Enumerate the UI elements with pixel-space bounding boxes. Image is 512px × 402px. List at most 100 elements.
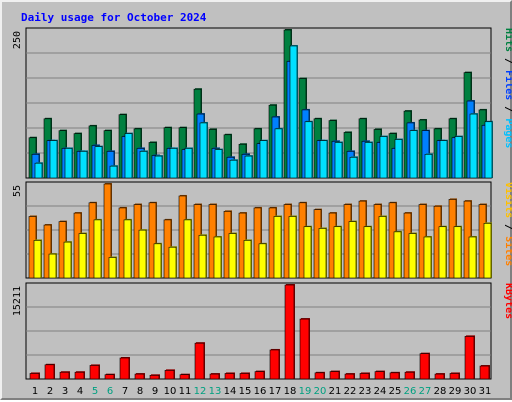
x-tick-label: 26 bbox=[404, 386, 417, 397]
bar-pages-14 bbox=[229, 159, 238, 179]
chart-title: Daily usage for October 2024 bbox=[21, 11, 207, 24]
bar-pages-11 bbox=[184, 147, 193, 179]
x-tick-label: 30 bbox=[464, 386, 477, 397]
x-tick-label: 12 bbox=[194, 386, 207, 397]
bar-sites-29-face bbox=[453, 226, 462, 279]
bar-sites-9 bbox=[153, 242, 162, 279]
bar-kbytes-30 bbox=[464, 335, 475, 380]
bar-pages-15-face bbox=[244, 155, 253, 179]
bar-kbytes-21 bbox=[329, 370, 340, 380]
bar-pages-28-face bbox=[439, 140, 448, 179]
x-axis-labels: 1 2 3 4 5 6 7 8 9 10 11 12 13 14 15 16 17 18 19 20 21 22 23 24 2… bbox=[32, 386, 492, 397]
bar-sites-14-face bbox=[228, 233, 237, 279]
bar-sites-20 bbox=[318, 227, 327, 279]
bar-sites-30-face bbox=[468, 236, 477, 279]
bar-sites-22-face bbox=[348, 221, 357, 279]
bar-sites-23 bbox=[363, 225, 372, 279]
x-tick-label: 4 bbox=[77, 386, 83, 397]
bar-kbytes-10-face bbox=[164, 370, 175, 380]
bar-kbytes-20 bbox=[314, 371, 325, 380]
x-tick-label: 23 bbox=[359, 386, 372, 397]
bar-sites-30 bbox=[468, 235, 477, 279]
bar-sites-8-face bbox=[138, 229, 147, 279]
bar-kbytes-19-face bbox=[299, 318, 310, 380]
bar-kbytes-24-face bbox=[374, 371, 385, 380]
bar-kbytes-26-face bbox=[404, 371, 415, 380]
panel-kbytes: 15211 KBytes bbox=[12, 282, 512, 380]
bar-kbytes-26 bbox=[404, 371, 415, 380]
bar-sites-21 bbox=[333, 225, 342, 279]
bar-sites-7-face bbox=[123, 219, 132, 279]
bar-pages-21-face bbox=[334, 142, 343, 179]
panel-visits-sites: 55 Visits / Sites bbox=[12, 181, 512, 279]
legend-hits: Hits bbox=[503, 28, 512, 52]
x-tick-label: 13 bbox=[209, 386, 222, 397]
bar-pages-1 bbox=[34, 162, 43, 179]
bar-sites-31-face bbox=[483, 223, 492, 279]
x-tick-label: 20 bbox=[314, 386, 327, 397]
bar-sites-18-face bbox=[288, 216, 297, 279]
bar-sites-14 bbox=[228, 232, 237, 279]
bar-pages-31 bbox=[484, 120, 493, 179]
legend-pages: Pages bbox=[503, 118, 512, 148]
bar-sites-17-face bbox=[273, 216, 282, 279]
series-legend: Hits / Files / Pages bbox=[503, 28, 512, 148]
bar-sites-4-face bbox=[78, 233, 87, 279]
bar-pages-17-face bbox=[274, 128, 283, 179]
bar-sites-3-face bbox=[63, 241, 72, 279]
x-tick-label: 10 bbox=[164, 386, 177, 397]
x-tick-label: 27 bbox=[419, 386, 432, 397]
x-tick-label: 1 bbox=[32, 386, 38, 397]
legend-separator: / bbox=[503, 52, 512, 70]
bar-sites-26 bbox=[408, 232, 417, 279]
bar-sites-24 bbox=[378, 215, 387, 279]
bar-pages-10 bbox=[169, 147, 178, 179]
bar-sites-25 bbox=[393, 230, 402, 279]
x-tick-label: 25 bbox=[389, 386, 402, 397]
y-max-label: 250 bbox=[12, 31, 23, 49]
x-tick-label: 22 bbox=[344, 386, 357, 397]
series-legend: KBytes bbox=[503, 283, 512, 319]
bar-sites-31 bbox=[483, 222, 492, 279]
x-tick-label: 21 bbox=[329, 386, 342, 397]
legend-visits: Visits bbox=[503, 182, 512, 218]
bar-pages-22 bbox=[349, 156, 358, 179]
x-tick-label: 24 bbox=[374, 386, 387, 397]
legend-separator: / bbox=[503, 100, 512, 118]
bar-kbytes-2-face bbox=[44, 364, 55, 380]
bar-pages-2-face bbox=[49, 140, 58, 179]
x-tick-label: 31 bbox=[479, 386, 492, 397]
bar-kbytes-11-face bbox=[179, 374, 190, 380]
bar-visits-9 bbox=[148, 201, 157, 279]
bar-pages-19 bbox=[304, 120, 313, 179]
bar-sites-11 bbox=[183, 218, 192, 279]
bar-sites-1-face bbox=[33, 240, 42, 279]
bar-sites-15 bbox=[243, 239, 252, 279]
bar-sites-2-face bbox=[48, 253, 57, 279]
bar-pages-23 bbox=[364, 141, 373, 179]
bar-pages-24 bbox=[379, 135, 388, 179]
bar-sites-5 bbox=[93, 218, 102, 279]
bar-pages-5-face bbox=[94, 146, 103, 179]
bar-kbytes-15 bbox=[239, 372, 250, 380]
bar-sites-25-face bbox=[393, 231, 402, 279]
bar-visits-6 bbox=[103, 183, 112, 279]
bar-pages-20-face bbox=[319, 140, 328, 179]
bar-pages-16-face bbox=[259, 140, 268, 179]
bar-kbytes-7 bbox=[119, 356, 130, 380]
x-tick-label: 3 bbox=[62, 386, 68, 397]
bar-sites-10 bbox=[168, 246, 177, 279]
bar-pages-7 bbox=[124, 132, 133, 179]
x-tick-label: 5 bbox=[92, 386, 98, 397]
bar-sites-28-face bbox=[438, 226, 447, 279]
bar-pages-24-face bbox=[379, 136, 388, 179]
legend-kbytes: KBytes bbox=[503, 283, 512, 319]
bar-sites-13-face bbox=[213, 236, 222, 279]
bar-kbytes-17 bbox=[269, 348, 280, 380]
bar-sites-15-face bbox=[243, 240, 252, 279]
y-max-label: 55 bbox=[12, 185, 23, 197]
bar-kbytes-20-face bbox=[314, 372, 325, 380]
bar-kbytes-10 bbox=[164, 369, 175, 380]
bar-kbytes-29 bbox=[449, 372, 460, 380]
